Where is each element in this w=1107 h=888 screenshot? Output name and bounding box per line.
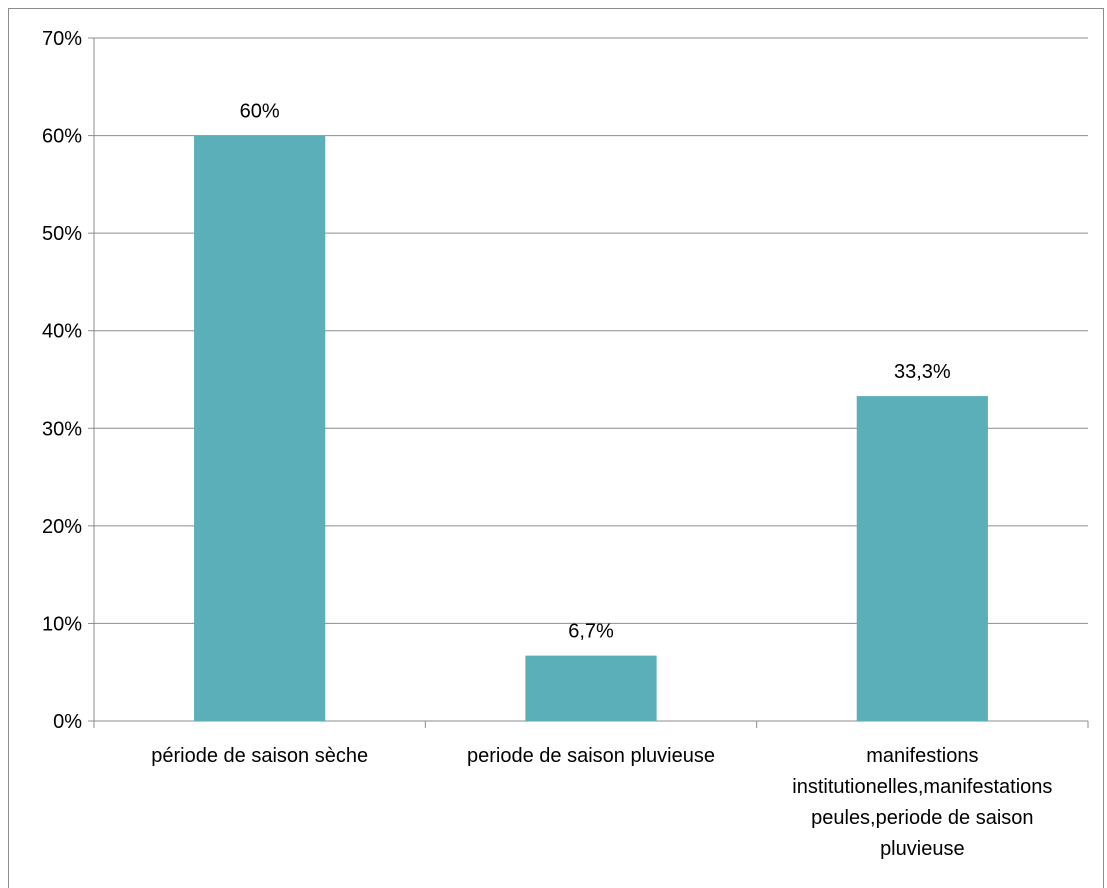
bar bbox=[856, 396, 988, 721]
y-tick-label: 30% bbox=[42, 418, 82, 440]
data-label: 6,7% bbox=[568, 621, 614, 643]
x-category-label: pluvieuse bbox=[880, 838, 965, 860]
y-tick-label: 20% bbox=[42, 516, 82, 538]
y-tick-label: 10% bbox=[42, 613, 82, 635]
x-category-label: peules,periode de saison bbox=[811, 807, 1033, 829]
y-tick-label: 0% bbox=[53, 711, 82, 733]
data-label: 33,3% bbox=[894, 361, 951, 383]
y-tick-label: 60% bbox=[42, 126, 82, 148]
bar bbox=[525, 655, 657, 721]
x-category-label: institutionelles,manifestations bbox=[792, 776, 1052, 798]
y-tick-label: 70% bbox=[42, 28, 82, 50]
bar bbox=[194, 135, 326, 722]
x-category-label: période de saison sèche bbox=[151, 745, 368, 767]
x-category-label: manifestions bbox=[866, 745, 978, 767]
x-category-label: periode de saison pluvieuse bbox=[467, 745, 715, 767]
chart-frame bbox=[8, 8, 1104, 888]
y-tick-label: 50% bbox=[42, 223, 82, 245]
data-label: 60% bbox=[240, 101, 280, 123]
y-tick-label: 40% bbox=[42, 321, 82, 343]
